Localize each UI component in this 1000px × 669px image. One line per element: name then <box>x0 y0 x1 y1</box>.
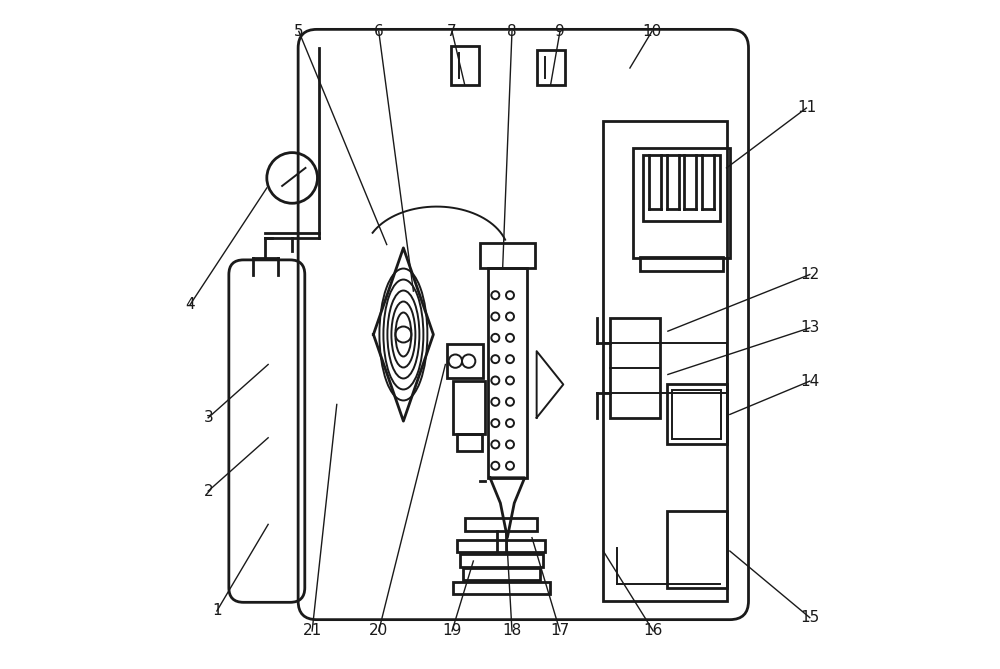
Text: 6: 6 <box>374 24 384 39</box>
Text: 2: 2 <box>203 484 213 498</box>
Text: 13: 13 <box>800 320 819 335</box>
Bar <box>453 381 485 434</box>
Bar <box>640 256 723 271</box>
Text: 10: 10 <box>642 24 662 39</box>
Bar <box>457 541 545 553</box>
Bar <box>643 155 720 221</box>
Bar <box>537 50 565 85</box>
Text: 21: 21 <box>303 624 322 638</box>
Text: 16: 16 <box>644 624 663 638</box>
Text: 8: 8 <box>507 24 517 39</box>
Bar <box>451 46 479 85</box>
Bar <box>610 318 660 417</box>
Text: 7: 7 <box>447 24 457 39</box>
Bar <box>667 511 727 587</box>
Bar <box>457 434 482 451</box>
Bar <box>488 268 527 478</box>
Text: 3: 3 <box>203 410 213 425</box>
Text: 15: 15 <box>800 610 819 625</box>
Text: 19: 19 <box>442 624 462 638</box>
Text: 11: 11 <box>797 100 816 116</box>
Bar <box>465 518 537 531</box>
Bar <box>633 148 730 258</box>
Bar <box>667 385 727 444</box>
Bar <box>672 390 721 439</box>
Text: 17: 17 <box>550 624 570 638</box>
Bar <box>460 554 543 567</box>
Bar <box>480 243 535 268</box>
Bar <box>453 581 550 593</box>
Text: 18: 18 <box>502 624 522 638</box>
Text: 9: 9 <box>555 24 565 39</box>
Text: 1: 1 <box>212 603 222 618</box>
Text: 5: 5 <box>294 24 304 39</box>
Bar <box>463 569 540 580</box>
Text: 4: 4 <box>185 297 195 312</box>
Text: 12: 12 <box>800 267 819 282</box>
Text: 20: 20 <box>369 624 388 638</box>
Text: 14: 14 <box>800 373 819 389</box>
Bar <box>447 345 483 378</box>
Bar <box>603 121 727 601</box>
